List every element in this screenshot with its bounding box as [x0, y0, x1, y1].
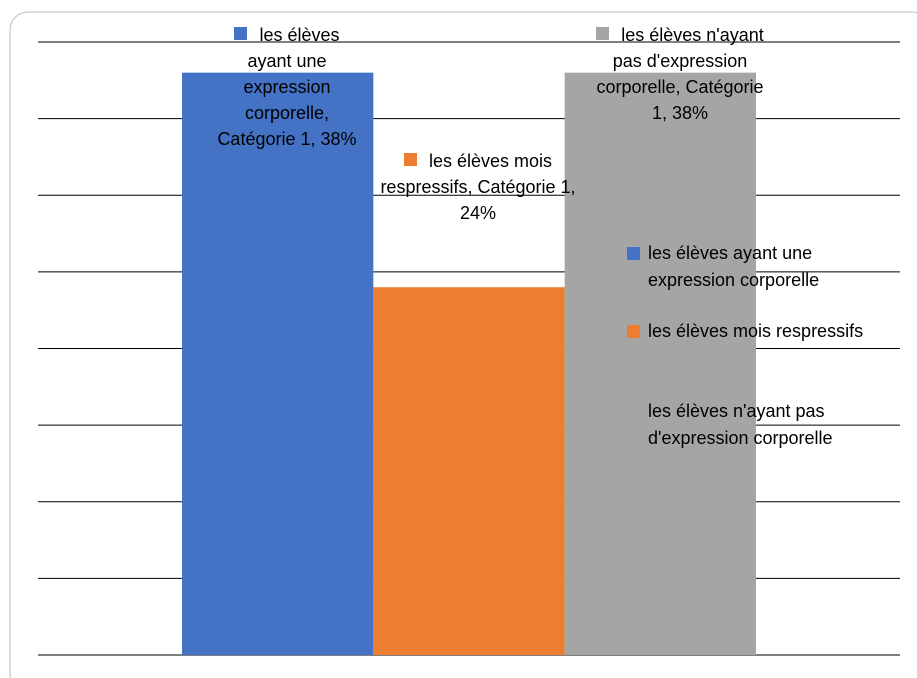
data-label: les élèves mois respressifsCatégorie 124…: [378, 148, 578, 226]
bar: [182, 72, 374, 655]
label-value: 38%: [320, 129, 357, 149]
legend-label: les élèves mois respressifs: [648, 321, 864, 341]
label-value: 24%: [459, 203, 497, 223]
legend-key: [627, 325, 640, 338]
label-series: les élèves ayant une expression corporel…: [243, 25, 339, 123]
label-key: [403, 153, 417, 166]
legend-entry: les élèves ayant une expression corporel…: [627, 240, 892, 294]
data-label: les élèves ayant une expression corporel…: [212, 22, 362, 152]
label-category: Catégorie 1: [217, 129, 320, 149]
label-category: Catégorie 1: [477, 177, 575, 197]
bar: [564, 72, 756, 655]
legend-label: les élèves n'ayant pas d'expression corp…: [648, 401, 833, 448]
legend-entry: les élèves n'ayant pas d'expression corp…: [627, 398, 892, 452]
legend-key: [627, 405, 640, 418]
chart-border: [9, 11, 917, 678]
bar: [373, 287, 565, 655]
data-label: les élèves n'ayant pas d'expression corp…: [590, 22, 770, 126]
legend-label: les élèves ayant une expression corporel…: [648, 243, 820, 290]
legend-key: [627, 247, 640, 260]
label-key: [234, 27, 248, 40]
label-value: 38%: [672, 103, 709, 123]
label-key: [596, 27, 610, 40]
legend-entry: les élèves mois respressifs: [627, 318, 892, 345]
label-series: les élèves n'ayant pas d'expression corp…: [596, 25, 763, 97]
